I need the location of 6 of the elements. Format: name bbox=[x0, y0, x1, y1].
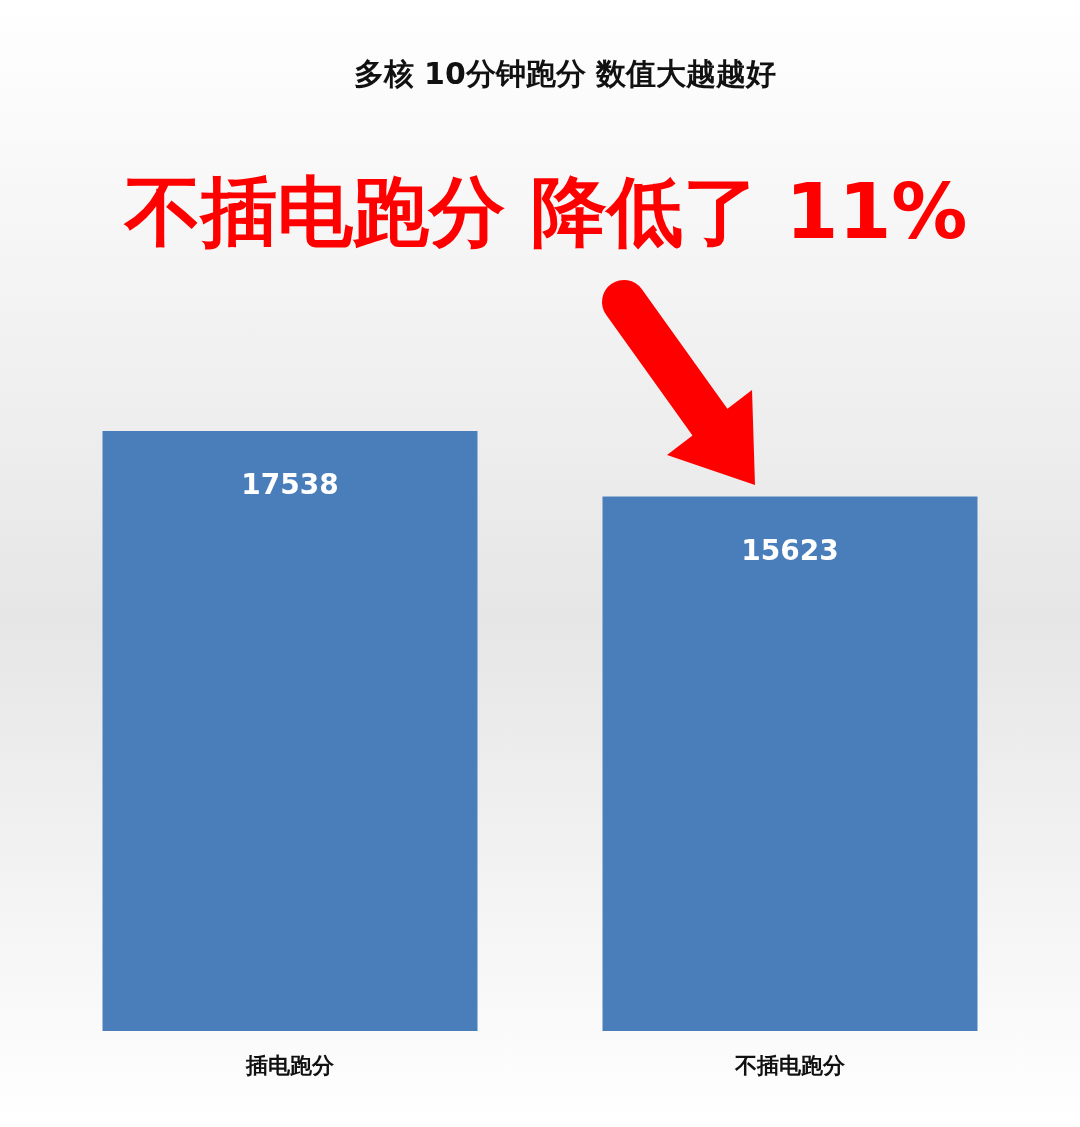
text: 不插电跑分 降低了 11% bbox=[122, 167, 968, 256]
chart-title: 多核 10分钟跑分 数值大越越好 bbox=[353, 56, 777, 91]
data-label: 15623 bbox=[741, 533, 839, 567]
x-tick-label: 不插电跑分 bbox=[734, 1053, 846, 1078]
x-tick-label: 插电跑分 bbox=[245, 1053, 335, 1078]
data-label: 17538 bbox=[241, 468, 339, 501]
